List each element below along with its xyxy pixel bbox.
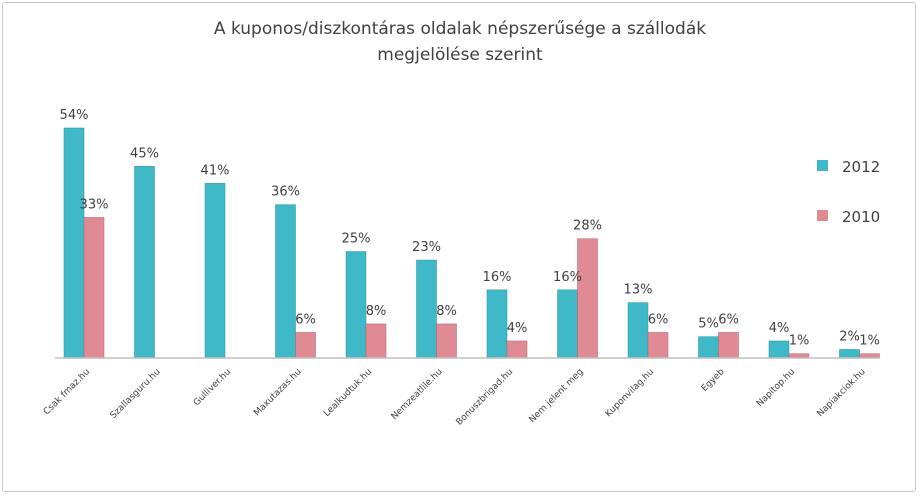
chart-title-line1: A kuponos/diszkontáras oldalak népszerűs… xyxy=(213,19,707,39)
x-tick-label-9: Egyeb xyxy=(700,367,727,394)
x-tick-label-1: Szallasguru.hu xyxy=(109,367,163,421)
bar-2012-2 xyxy=(204,183,226,359)
bar-2012-11 xyxy=(839,349,860,359)
data-label-2012-3: 36% xyxy=(271,185,300,200)
data-label-2012-1: 45% xyxy=(130,146,159,161)
legend-swatch-2010 xyxy=(817,210,828,221)
x-tick-label-0: Csak fmaz.hu xyxy=(42,367,92,417)
data-label-2010-11: 1% xyxy=(859,334,880,349)
data-label-2012-2: 41% xyxy=(201,163,230,178)
x-tick-label-2: Gulliver.hu xyxy=(192,367,233,408)
data-label-2012-11: 2% xyxy=(839,329,860,344)
x-tick-label-4: Lealkudtuk.hu xyxy=(322,367,374,419)
legend-label-2012: 2012 xyxy=(842,158,880,176)
bar-2012-10 xyxy=(768,340,790,359)
data-label-2010-4: 8% xyxy=(366,304,387,319)
data-label-2010-3: 6% xyxy=(295,312,316,327)
bar-2012-5 xyxy=(416,259,437,359)
data-label-2010-5: 8% xyxy=(436,304,457,319)
bar-2012-3 xyxy=(275,204,296,359)
data-labels-layer: 54% 33% 45% 41% 36% 6% 25% 8% 23% 8% 16% 4% 16% 28% 13… xyxy=(60,108,880,349)
data-label-2012-9: 5% xyxy=(698,317,719,332)
bar-2010-4 xyxy=(365,323,387,359)
data-label-2012-4: 25% xyxy=(342,232,371,247)
bar-2012-6 xyxy=(486,289,508,359)
x-tick-label-8: Kuponvilag.hu xyxy=(604,367,656,419)
bar-2010-6 xyxy=(506,340,528,359)
bar-2010-3 xyxy=(295,332,316,359)
x-tick-layer: Csak fmaz.hu Szallasguru.hu Gulliver.hu Max… xyxy=(42,367,868,428)
data-label-2012-6: 16% xyxy=(483,270,512,285)
data-label-2010-0: 33% xyxy=(80,197,109,212)
bar-2012-7 xyxy=(557,289,578,359)
bar-2012-1 xyxy=(134,166,155,359)
legend-label-2010: 2010 xyxy=(842,208,880,226)
data-label-2010-6: 4% xyxy=(507,321,528,336)
bar-2010-5 xyxy=(436,323,457,359)
x-tick-label-11: Napiakciok.hu xyxy=(816,367,868,419)
data-label-2010-7: 28% xyxy=(573,219,602,234)
bar-2010-9 xyxy=(718,332,739,359)
legend-swatch-2012 xyxy=(817,160,828,171)
data-label-2012-7: 16% xyxy=(553,270,582,285)
data-label-2012-8: 13% xyxy=(624,283,653,298)
x-tick-label-3: Maxutazas.hu xyxy=(252,367,303,418)
chart-title-line2: megjelölése szerint xyxy=(377,45,543,65)
bar-2012-8 xyxy=(627,302,649,359)
bar-2012-4 xyxy=(345,251,367,359)
bar-2012-9 xyxy=(698,336,719,359)
data-label-2012-0: 54% xyxy=(60,108,89,123)
chart-title: A kuponos/diszkontáras oldalak népszerűs… xyxy=(160,16,760,68)
data-label-2012-5: 23% xyxy=(412,240,441,255)
data-label-2010-8: 6% xyxy=(648,312,669,327)
data-label-2010-10: 1% xyxy=(789,334,810,349)
data-label-2010-9: 6% xyxy=(718,312,739,327)
bar-2010-0 xyxy=(83,217,105,359)
legend: 2012 2010 xyxy=(817,158,880,226)
data-label-2012-10: 4% xyxy=(769,321,790,336)
x-tick-label-7: Nem jelent meg xyxy=(528,367,586,425)
x-tick-label-6: Bonuszbrigad.hu xyxy=(455,367,516,428)
bar-2010-8 xyxy=(647,332,669,359)
x-tick-label-5: Nemzeatlile.hu xyxy=(390,367,445,422)
bars-layer xyxy=(63,127,880,359)
x-tick-label-10: Napitop.hu xyxy=(755,367,797,409)
bar-2012-0 xyxy=(63,127,85,359)
bar-2010-7 xyxy=(577,238,598,359)
